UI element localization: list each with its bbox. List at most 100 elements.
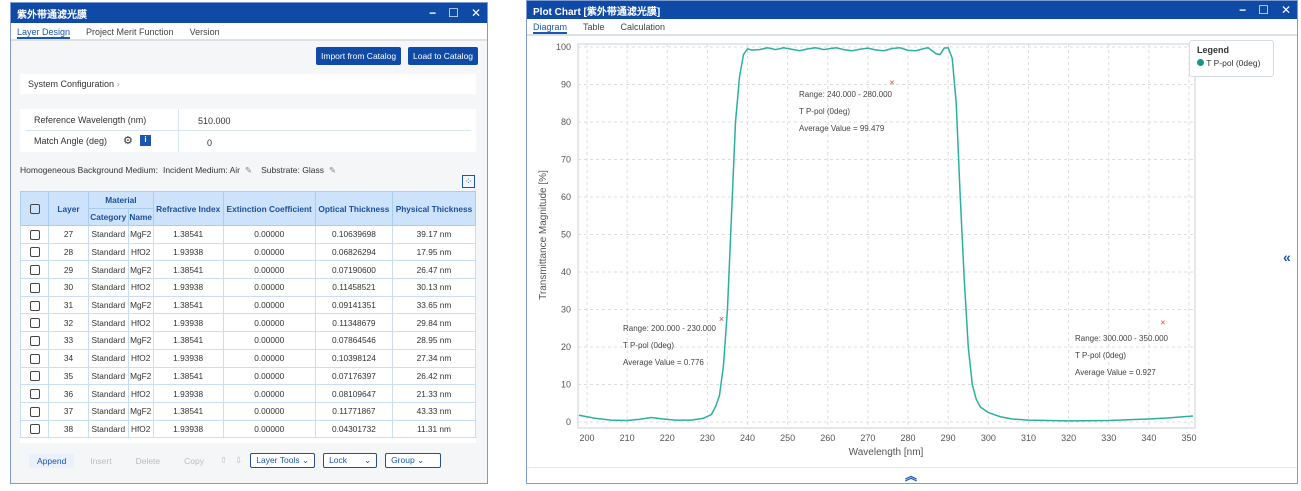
tab-layer-design[interactable]: Layer Design [17, 27, 71, 39]
gear-icon[interactable]: ⚙ [123, 135, 133, 147]
close-icon[interactable]: ✕ [1280, 3, 1291, 17]
expand-up-icon[interactable]: ︽ [905, 469, 918, 483]
load-to-catalog-button[interactable]: Load to Catalog [408, 47, 479, 65]
cell: 35 [48, 366, 89, 386]
select-all-checkbox[interactable] [29, 203, 40, 214]
system-configuration-toggle[interactable]: System Configuration › [20, 74, 476, 94]
cell: 0.04301732 [314, 419, 393, 439]
cell: 0.00000 [222, 313, 316, 333]
match-angle-input[interactable]: 0 [207, 138, 213, 148]
system-configuration-label: System Configuration [28, 79, 115, 89]
row-checkbox[interactable] [29, 247, 40, 258]
cell: Standard [88, 242, 129, 262]
table-row[interactable]: 30 Standard HfO2 1.93938 0.00000 0.11458521 30… [20, 278, 476, 297]
cell: 30 [48, 278, 89, 297]
tab-diagram[interactable]: Diagram [533, 22, 568, 34]
tab-calculation[interactable]: Calculation [620, 22, 666, 32]
cell: 11.31 nm [391, 419, 476, 439]
cell: HfO2 [127, 384, 154, 403]
cell: MgF2 [127, 331, 154, 350]
cell: 34 [48, 348, 89, 368]
cell: Standard [88, 278, 129, 297]
lock-dropdown[interactable]: Lock ⌄ [323, 453, 378, 468]
move-up-icon[interactable]: ⇧ [220, 455, 228, 465]
table-row[interactable]: 33 Standard MgF2 1.38541 0.00000 0.07864546 28… [20, 331, 476, 350]
cell: 0.09141351 [314, 295, 393, 315]
cell: 31 [48, 295, 89, 315]
cell: 30.13 nm [391, 278, 476, 297]
group-dropdown[interactable]: Group ⌄ [385, 453, 442, 468]
col-physical-thickness: Physical Thickness [391, 191, 476, 226]
legend-item[interactable]: T P-pol (0deg) [1197, 58, 1266, 68]
reference-wavelength-input[interactable]: 510.000 [198, 116, 231, 126]
table-row[interactable]: 29 Standard MgF2 1.38541 0.00000 0.07190600 26… [20, 260, 476, 280]
reference-wavelength-label: Reference Wavelength (nm) [34, 115, 147, 125]
annotation-line: Average Value = 99.479 [799, 124, 885, 133]
chevron-right-icon: › [116, 79, 120, 89]
tab-project-merit-function[interactable]: Project Merit Function [86, 27, 174, 37]
delete-button[interactable]: Delete [135, 455, 161, 466]
edit-icon[interactable]: ✎ [328, 165, 337, 175]
cell: 0.10398124 [314, 348, 393, 368]
edit-icon[interactable]: ✎ [244, 165, 253, 175]
row-checkbox[interactable] [29, 335, 40, 346]
table-row[interactable]: 34 Standard HfO2 1.93938 0.00000 0.10398124 27… [20, 348, 476, 368]
row-checkbox[interactable] [29, 265, 40, 276]
insert-button[interactable]: Insert [90, 455, 112, 466]
annotation-line: Average Value = 0.927 [1075, 368, 1156, 377]
row-checkbox[interactable] [29, 424, 40, 435]
append-button[interactable]: Append [29, 453, 75, 468]
col-optical-thickness: Optical Thickness [314, 191, 393, 226]
row-checkbox[interactable] [29, 353, 40, 364]
row-checkbox[interactable] [29, 282, 40, 293]
table-row[interactable]: 35 Standard MgF2 1.38541 0.00000 0.07176397 26… [20, 366, 476, 386]
cell: 1.38541 [152, 260, 224, 280]
cell: 1.93938 [152, 242, 224, 262]
maximize-icon[interactable]: ☐ [448, 6, 459, 20]
column-settings-icon[interactable]: ⁘ [462, 175, 475, 188]
cell: 33 [48, 331, 89, 350]
tab-version[interactable]: Version [189, 27, 220, 37]
range-annotation: Range: 200.000 - 230.000 T P-pol (0deg) Av… [623, 320, 716, 371]
cell: 26.42 nm [391, 366, 476, 386]
row-checkbox[interactable] [29, 406, 40, 417]
tab-table[interactable]: Table [583, 22, 605, 32]
table-row[interactable]: 27 Standard MgF2 1.38541 0.00000 0.10639698 39… [20, 225, 476, 244]
table-row[interactable]: 32 Standard HfO2 1.93938 0.00000 0.11348679 29… [20, 313, 476, 333]
maximize-icon[interactable]: ☐ [1258, 3, 1269, 17]
import-from-catalog-button[interactable]: Import from Catalog [316, 47, 402, 65]
minimize-icon[interactable]: − [1239, 3, 1247, 17]
cell: 0.11771867 [314, 401, 393, 421]
cell: 39.17 nm [391, 225, 476, 244]
row-checkbox[interactable] [29, 371, 40, 382]
cell: 0.00000 [222, 278, 316, 297]
match-angle-label: Match Angle (deg) [34, 136, 108, 146]
row-checkbox[interactable] [29, 229, 40, 240]
row-checkbox[interactable] [29, 388, 40, 399]
row-checkbox[interactable] [29, 300, 40, 311]
layer-tools-dropdown[interactable]: Layer Tools ⌄ [250, 453, 316, 468]
table-row[interactable]: 36 Standard HfO2 1.93938 0.00000 0.08109647 21… [20, 384, 476, 403]
cell: 0.10639698 [314, 225, 393, 244]
collapse-panel-icon[interactable]: « [1283, 249, 1291, 265]
legend-title: Legend [1197, 45, 1230, 55]
cell: Standard [88, 331, 129, 350]
table-row[interactable]: 38 Standard HfO2 1.93938 0.00000 0.04301732 11… [20, 419, 476, 439]
copy-button[interactable]: Copy [184, 455, 204, 466]
cell: 0.07864546 [314, 331, 393, 350]
row-checkbox[interactable] [29, 318, 40, 329]
table-row[interactable]: 37 Standard MgF2 1.38541 0.00000 0.11771867 43… [20, 401, 476, 421]
info-icon[interactable]: i [140, 135, 151, 146]
move-down-icon[interactable]: ⇩ [235, 455, 243, 465]
minimize-icon[interactable]: − [429, 6, 437, 20]
table-row[interactable]: 31 Standard MgF2 1.38541 0.00000 0.09141351 33… [20, 295, 476, 315]
table-row[interactable]: 28 Standard HfO2 1.93938 0.00000 0.06826294 17… [20, 242, 476, 262]
cell: 37 [48, 401, 89, 421]
legend: Legend T P-pol (0deg) [1189, 40, 1274, 77]
cell: Standard [88, 366, 129, 386]
cell: MgF2 [127, 295, 154, 315]
close-icon[interactable]: ✕ [470, 6, 481, 20]
annotation-line: T P-pol (0deg) [1075, 351, 1126, 360]
cell: HfO2 [127, 242, 154, 262]
cell: 29.84 nm [391, 313, 476, 333]
